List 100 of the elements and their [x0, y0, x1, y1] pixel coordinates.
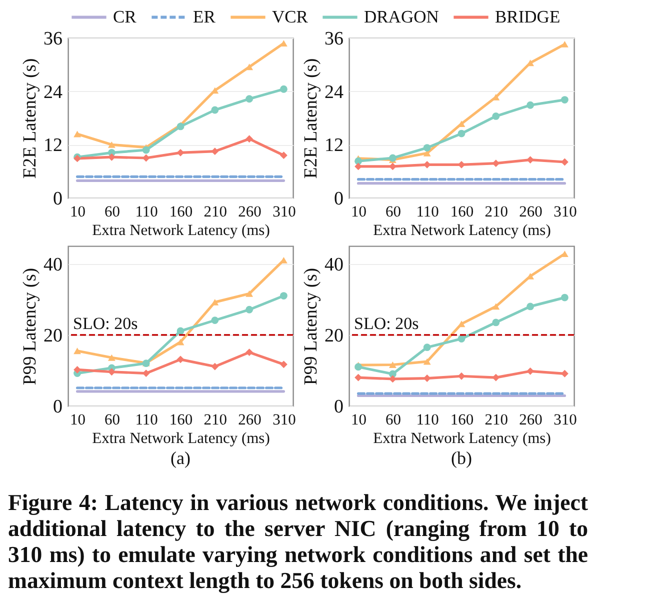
point — [492, 318, 500, 326]
point — [526, 156, 534, 164]
x-tick-label: 310 — [272, 412, 296, 428]
x-tick-label: 10 — [70, 412, 86, 428]
point — [211, 316, 219, 324]
x-tick-label: 160 — [450, 204, 474, 220]
text: (b) — [451, 448, 472, 468]
y-tick-label: 12 — [324, 135, 344, 156]
point — [246, 290, 254, 297]
point — [492, 160, 500, 168]
x-tick-label: 60 — [104, 412, 120, 428]
x-tick-label: 210 — [484, 204, 508, 220]
point — [423, 344, 431, 352]
y-tick-label: 36 — [324, 28, 344, 50]
x-tick-label: 10 — [70, 204, 86, 220]
x-tick-label: 110 — [416, 204, 440, 220]
point — [176, 148, 184, 156]
point — [246, 95, 254, 103]
point — [561, 96, 568, 104]
x-tick-label: 110 — [135, 412, 158, 428]
ref-line-label: SLO: 20s — [73, 314, 138, 333]
x-tick-label: 210 — [204, 412, 228, 428]
x-axis-title: Extra Network Latency (ms) — [373, 430, 551, 447]
legend-label: DRAGON — [364, 6, 440, 26]
point — [492, 303, 500, 310]
point — [211, 106, 219, 114]
point — [354, 363, 362, 371]
x-tick-label: 60 — [104, 204, 120, 220]
point — [526, 367, 534, 375]
ref-line-label: SLO: 20s — [354, 314, 419, 333]
point — [108, 141, 116, 148]
point — [388, 154, 396, 162]
point — [74, 366, 81, 374]
point — [561, 294, 568, 302]
point — [176, 327, 184, 335]
point — [526, 60, 534, 66]
x-axis-title: Extra Network Latency (ms) — [92, 430, 270, 447]
point — [458, 130, 466, 138]
legend-label: BRIDGE — [495, 6, 560, 26]
point — [458, 335, 466, 342]
y-tick-label: 36 — [44, 28, 62, 50]
point — [108, 354, 116, 361]
y-tick-label: 0 — [53, 396, 62, 418]
x-tick-label: 160 — [169, 204, 193, 220]
x-tick-label: 310 — [554, 412, 578, 428]
y-tick-label: 12 — [44, 135, 62, 156]
x-tick-label: 210 — [204, 204, 228, 220]
x-tick-label: 10 — [351, 204, 367, 220]
y-axis-title: E2E Latency (s) — [302, 58, 322, 179]
point — [211, 362, 219, 370]
point — [246, 64, 254, 70]
point — [108, 368, 116, 376]
legend-label: ER — [193, 6, 216, 26]
x-tick-label: 110 — [416, 412, 440, 428]
y-tick-label: 0 — [334, 188, 344, 210]
y-tick-label: 20 — [324, 325, 344, 346]
y-axis-title: P99 Latency (s) — [20, 268, 40, 386]
point — [561, 41, 568, 48]
y-tick-label: 24 — [324, 82, 344, 103]
point — [388, 362, 396, 368]
point — [211, 298, 219, 306]
y-axis-title: E2E Latency (s) — [20, 58, 40, 179]
x-tick-label: 60 — [385, 412, 402, 428]
y-tick-label: 40 — [324, 254, 344, 276]
point — [280, 360, 288, 368]
point — [246, 348, 254, 356]
text: (a) — [170, 448, 190, 468]
point — [423, 144, 431, 152]
point — [526, 302, 534, 310]
point — [561, 370, 568, 378]
x-tick-label: 260 — [519, 412, 543, 428]
x-tick-label: 260 — [238, 204, 262, 220]
point — [492, 374, 500, 382]
y-tick-label: 0 — [53, 188, 62, 210]
x-tick-label: 210 — [484, 412, 508, 428]
point — [354, 157, 362, 165]
point — [142, 146, 150, 154]
y-axis-title: P99 Latency (s) — [302, 268, 322, 386]
x-tick-label: 310 — [272, 204, 296, 220]
point — [423, 358, 431, 365]
point — [280, 152, 288, 160]
point — [246, 135, 254, 143]
point — [526, 101, 534, 109]
x-tick-label: 310 — [554, 204, 578, 220]
x-axis-title: Extra Network Latency (ms) — [92, 222, 270, 239]
x-axis-title: Extra Network Latency (ms) — [373, 222, 551, 239]
x-tick-label: 110 — [135, 204, 158, 220]
caption: Figure 4: Latency in various network conditions. We inject additional latency to the server NIC (ranging from 10 to 310 ms) to emulate varying network conditions and set the maximum context length to 256 tokens on both sides. — [8, 490, 588, 594]
point — [354, 162, 362, 170]
point — [74, 130, 81, 138]
x-tick-label: 160 — [169, 412, 193, 428]
point — [492, 112, 500, 120]
point — [280, 85, 288, 93]
y-tick-label: 24 — [44, 82, 63, 103]
y-tick-label: 40 — [44, 254, 62, 276]
x-tick-label: 260 — [519, 204, 543, 220]
x-tick-label: 10 — [351, 412, 367, 428]
legend-label: VCR — [272, 6, 308, 26]
point — [280, 292, 288, 300]
legend-label: CR — [113, 6, 137, 26]
